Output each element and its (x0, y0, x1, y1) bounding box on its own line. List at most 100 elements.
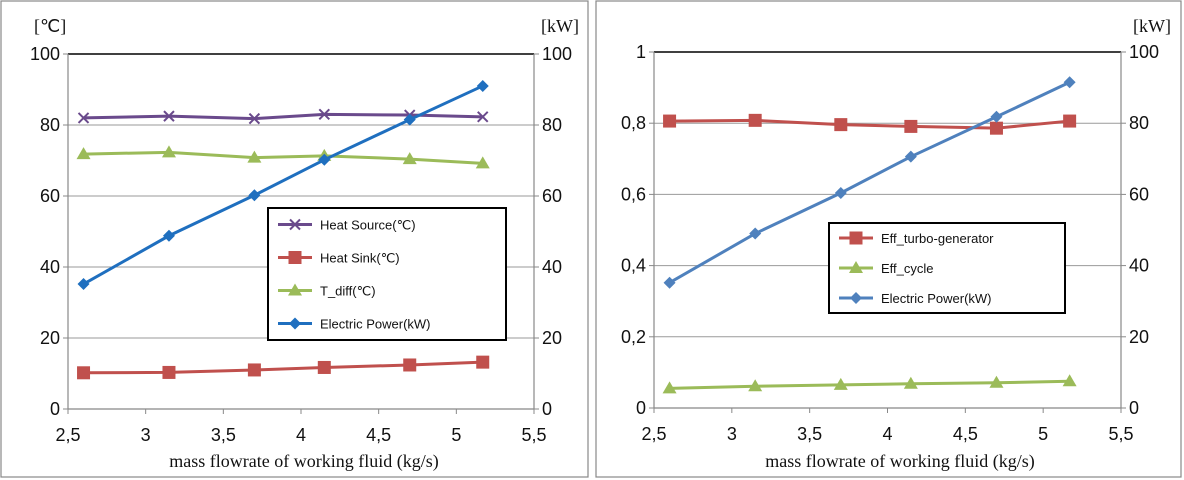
data-point (834, 118, 848, 132)
data-point (163, 110, 175, 122)
x-axis-label: mass flowrate of working fluid (kg/s) (765, 451, 1034, 472)
series-line (669, 118, 1070, 130)
data-point (77, 278, 90, 291)
series-line (668, 80, 1071, 284)
data-point (663, 114, 677, 128)
y-left-tick-label: 0,2 (621, 327, 646, 347)
y-right-tick-label: 100 (542, 44, 572, 64)
legend-marker (288, 251, 302, 264)
data-point (247, 150, 262, 163)
data-point (477, 111, 489, 123)
x-tick-label: 2,5 (641, 424, 666, 444)
data-point (403, 358, 417, 372)
data-point (162, 229, 175, 242)
legend-label: T_diff(℃) (320, 284, 376, 299)
data-point (748, 379, 763, 392)
data-point (162, 365, 176, 379)
y-right-tick-label: 20 (542, 328, 562, 348)
y-left-tick-label: 0,6 (621, 184, 646, 204)
legend-marker (289, 317, 301, 330)
data-point (317, 360, 331, 374)
y-left-tick-label: 60 (40, 186, 60, 206)
legend-box (267, 207, 507, 341)
data-point (990, 110, 1003, 123)
data-point (834, 186, 847, 199)
y-right-tick-label: 0 (1129, 398, 1139, 418)
legend-label: Heat Sink(℃) (320, 251, 400, 266)
y-right-tick-label: 80 (542, 115, 562, 135)
series-2 (663, 76, 1076, 289)
y-right-tick-label: 80 (1129, 113, 1149, 133)
data-point (903, 376, 918, 389)
data-point (989, 121, 1003, 135)
series-1 (77, 355, 490, 380)
legend-marker (289, 218, 301, 231)
data-point (476, 355, 490, 369)
series-line (669, 379, 1070, 390)
data-point (904, 119, 918, 133)
y-left-tick-label: 0,8 (621, 113, 646, 133)
x-tick-label: 4 (296, 425, 306, 445)
series-1 (662, 374, 1077, 394)
legend-label: Electric Power(kW) (320, 317, 431, 332)
x-tick-label: 2,5 (55, 425, 80, 445)
data-point (318, 108, 331, 121)
data-point (662, 381, 677, 394)
series-0 (663, 113, 1077, 135)
legend-label: Heat Source(℃) (320, 218, 416, 233)
y-right-tick-label: 20 (1129, 327, 1149, 347)
data-point (663, 276, 676, 289)
data-point (904, 150, 917, 163)
y-left-tick-label: 1 (636, 42, 646, 62)
series-line (83, 360, 483, 375)
x-tick-label: 5,5 (1108, 424, 1133, 444)
data-point (989, 375, 1004, 388)
legend-marker (849, 261, 863, 273)
series-3 (77, 79, 489, 291)
y-right-tick-label: 40 (1129, 256, 1149, 276)
data-point (748, 113, 762, 127)
y-left-tick-label: 0 (50, 399, 60, 419)
y-left-tick-label: 0 (636, 398, 646, 418)
data-point (318, 153, 331, 166)
data-point (833, 377, 848, 390)
x-tick-label: 3,5 (797, 424, 822, 444)
series-line (83, 150, 483, 165)
legend-label: Eff_cycle (881, 261, 934, 276)
chart-border (595, 0, 1182, 478)
x-tick-label: 4,5 (953, 424, 978, 444)
x-tick-label: 5 (451, 425, 461, 445)
legend: Heat Source(℃) Heat Sink(℃) T_diff(℃) Elect… (267, 207, 507, 341)
legend-label: Eff_turbo-generator (881, 231, 994, 246)
x-tick-label: 3 (141, 425, 151, 445)
data-point (1063, 114, 1077, 128)
right-axis-unit: [kW] (1133, 16, 1171, 36)
y-left-tick-label: 40 (40, 257, 60, 277)
data-point (1063, 76, 1076, 89)
y-right-tick-label: 40 (542, 257, 562, 277)
data-point (161, 145, 176, 158)
legend-marker (850, 292, 862, 304)
y-right-tick-label: 60 (542, 186, 562, 206)
x-tick-label: 4 (882, 424, 892, 444)
left-axis-unit: [℃] (34, 16, 66, 36)
y-right-tick-label: 100 (1129, 42, 1159, 62)
y-left-tick-label: 80 (40, 115, 60, 135)
x-tick-label: 3 (727, 424, 737, 444)
data-point (476, 79, 489, 92)
x-tick-label: 5 (1038, 424, 1048, 444)
y-left-tick-label: 100 (30, 44, 60, 64)
left-chart: [℃] [kW] mass flowrate of working fluid … (0, 0, 589, 478)
x-tick-label: 3,5 (211, 425, 236, 445)
series-line (82, 84, 484, 286)
data-point (402, 152, 417, 165)
chart-border (0, 0, 589, 478)
legend: Eff_turbo-generator Eff_cycle Electric Pow… (828, 222, 1066, 314)
data-point (77, 112, 90, 124)
data-point (76, 147, 91, 160)
legend-label: Electric Power(kW) (881, 291, 992, 306)
data-point (248, 112, 261, 125)
y-left-tick-label: 20 (40, 328, 60, 348)
